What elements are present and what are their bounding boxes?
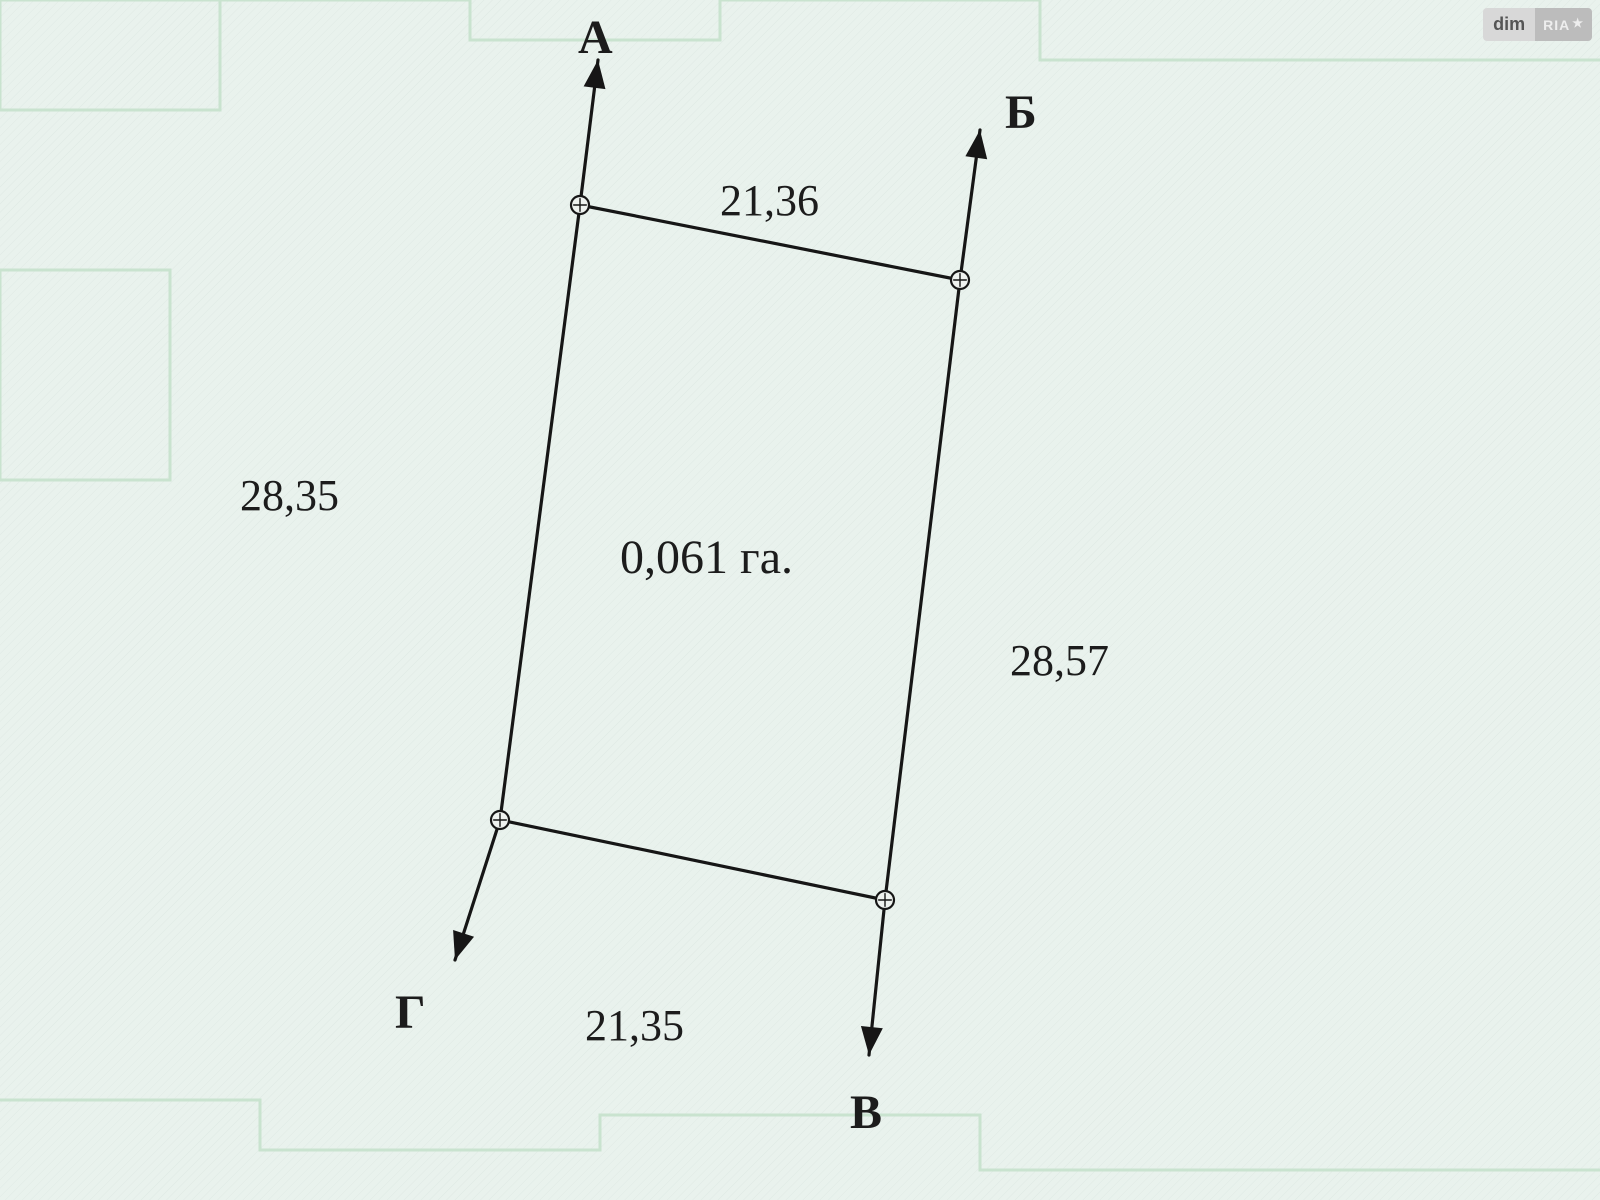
side-label-bv: 28,57 — [1010, 635, 1109, 686]
area-label: 0,061 га. — [620, 530, 793, 585]
side-label-ab: 21,36 — [720, 175, 819, 226]
vertex-label-a: А — [578, 10, 613, 65]
side-label-vg: 21,35 — [585, 1000, 684, 1051]
land-plot-diagram: А Б В Г 21,36 28,57 21,35 28,35 0,061 га… — [0, 0, 1600, 1200]
watermark-badge: dim RIA ★ — [1483, 8, 1592, 41]
watermark-right: RIA ★ — [1535, 8, 1592, 41]
vertex-label-v: В — [850, 1085, 882, 1140]
watermark-right-text: RIA — [1543, 17, 1570, 33]
vertex-label-g: Г — [395, 985, 426, 1040]
star-icon: ★ — [1572, 16, 1584, 30]
vertex-label-b: Б — [1005, 85, 1037, 140]
watermark-left: dim — [1483, 8, 1535, 41]
side-label-ga: 28,35 — [240, 470, 339, 521]
